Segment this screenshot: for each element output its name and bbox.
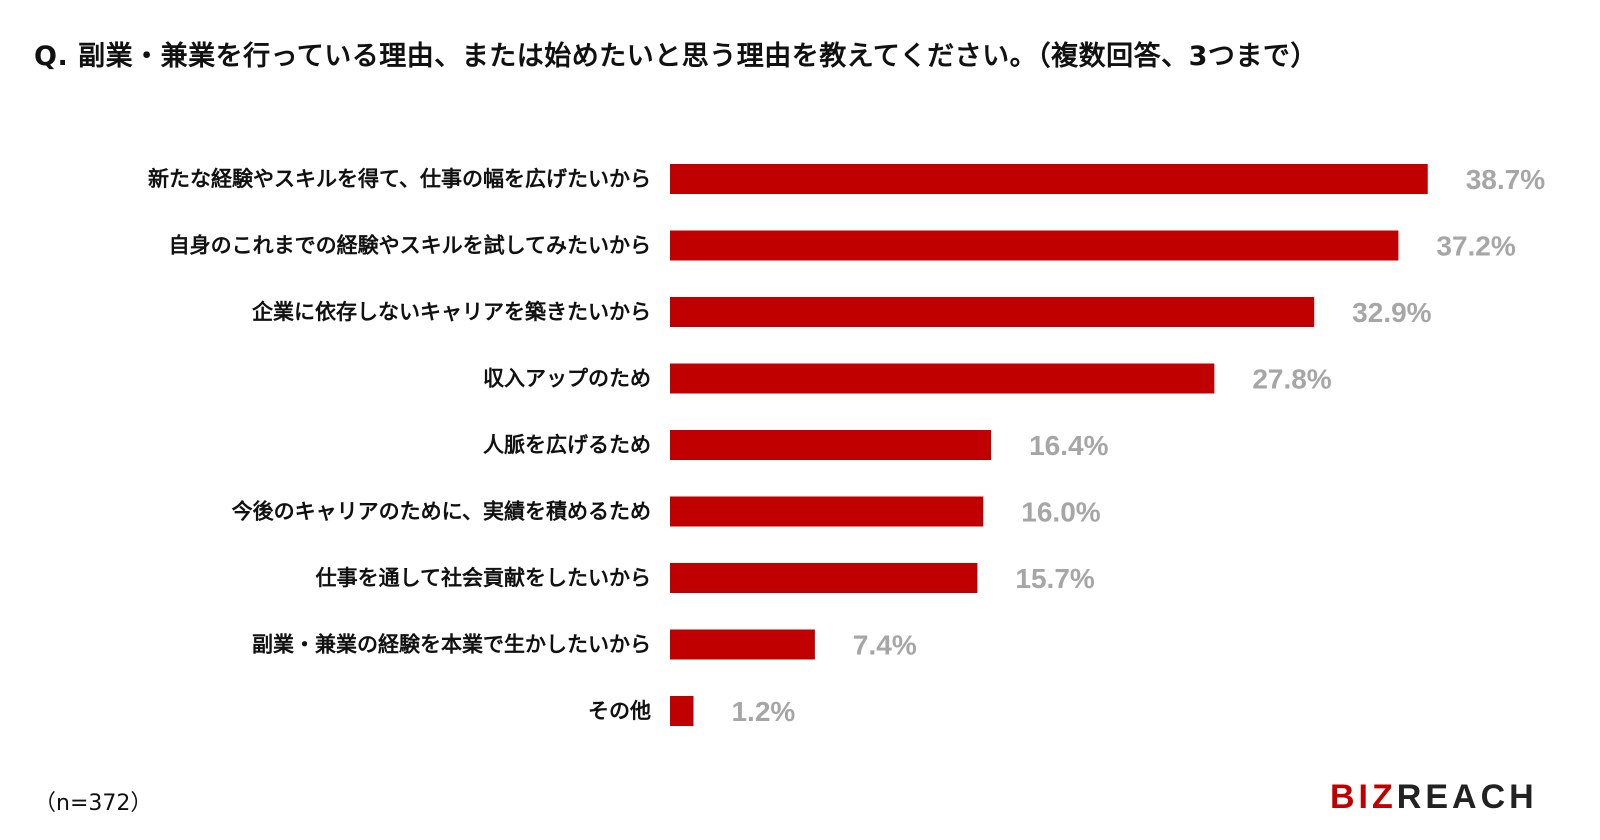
value-label: 16.4% <box>1029 430 1108 461</box>
category-label: 収入アップのため <box>483 367 651 391</box>
value-label: 15.7% <box>1015 563 1094 594</box>
sample-size-note: （n=372） <box>34 791 153 816</box>
category-label: 企業に依存しないキャリアを築きたいから <box>251 300 651 324</box>
value-label: 37.2% <box>1436 231 1515 262</box>
bar-chart: 新たな経験やスキルを得て、仕事の幅を広げたいから 38.7% 自身のこれまでの経験や… <box>148 164 1545 727</box>
category-label: 新たな経験やスキルを得て、仕事の幅を広げたいから <box>148 167 651 191</box>
category-label: 人脈を広げるため <box>483 433 651 457</box>
value-label: 1.2% <box>731 696 795 727</box>
bizreach-logo: BIZREACH <box>1330 778 1538 817</box>
bar <box>670 696 694 726</box>
value-label: 32.9% <box>1352 297 1431 328</box>
category-label: 副業・兼業の経験を本業で生かしたいから <box>252 633 651 657</box>
logo-text-reach: REACH <box>1396 778 1538 816</box>
bar <box>670 430 992 460</box>
category-label: 今後のキャリアのために、実績を積めるため <box>232 500 651 524</box>
bar <box>670 297 1315 327</box>
category-label: 仕事を通して社会貢献をしたいから <box>315 566 651 590</box>
category-label: 自身のこれまでの経験やスキルを試してみたいから <box>169 234 651 258</box>
value-label: 27.8% <box>1252 364 1331 395</box>
value-label: 38.7% <box>1466 164 1545 195</box>
category-label: その他 <box>588 699 651 723</box>
value-label: 7.4% <box>853 630 917 661</box>
bar <box>670 629 815 660</box>
logo-text-biz: BIZ <box>1330 778 1397 816</box>
chart-title: Q. 副業・兼業を行っている理由、または始めたいと思う理由を教えてください。（複… <box>34 41 1318 72</box>
bar <box>670 563 978 593</box>
bar <box>670 363 1215 394</box>
bar <box>670 164 1428 194</box>
bar <box>670 230 1399 261</box>
value-label: 16.0% <box>1021 497 1100 528</box>
bar <box>670 496 984 527</box>
